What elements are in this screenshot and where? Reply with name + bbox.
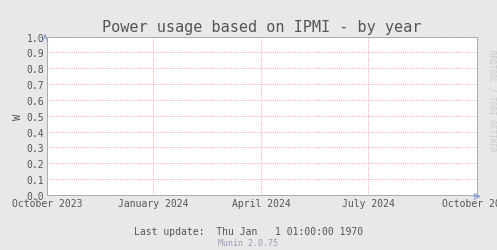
Text: RRDTOOL / TOBI OETIKER: RRDTOOL / TOBI OETIKER bbox=[487, 49, 496, 151]
Text: Munin 2.0.75: Munin 2.0.75 bbox=[219, 238, 278, 248]
Text: Last update:  Thu Jan   1 01:00:00 1970: Last update: Thu Jan 1 01:00:00 1970 bbox=[134, 226, 363, 236]
Y-axis label: W: W bbox=[12, 113, 23, 119]
Title: Power usage based on IPMI - by year: Power usage based on IPMI - by year bbox=[102, 20, 422, 35]
